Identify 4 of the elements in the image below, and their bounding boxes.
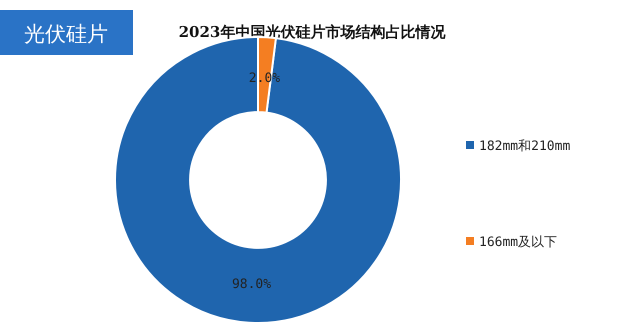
legend-label: 166mm及以下 [479,235,558,250]
data-label: 98.0% [232,276,272,292]
legend-label: 182mm和210mm [479,139,570,154]
text: 光伏硅片 [24,22,108,46]
